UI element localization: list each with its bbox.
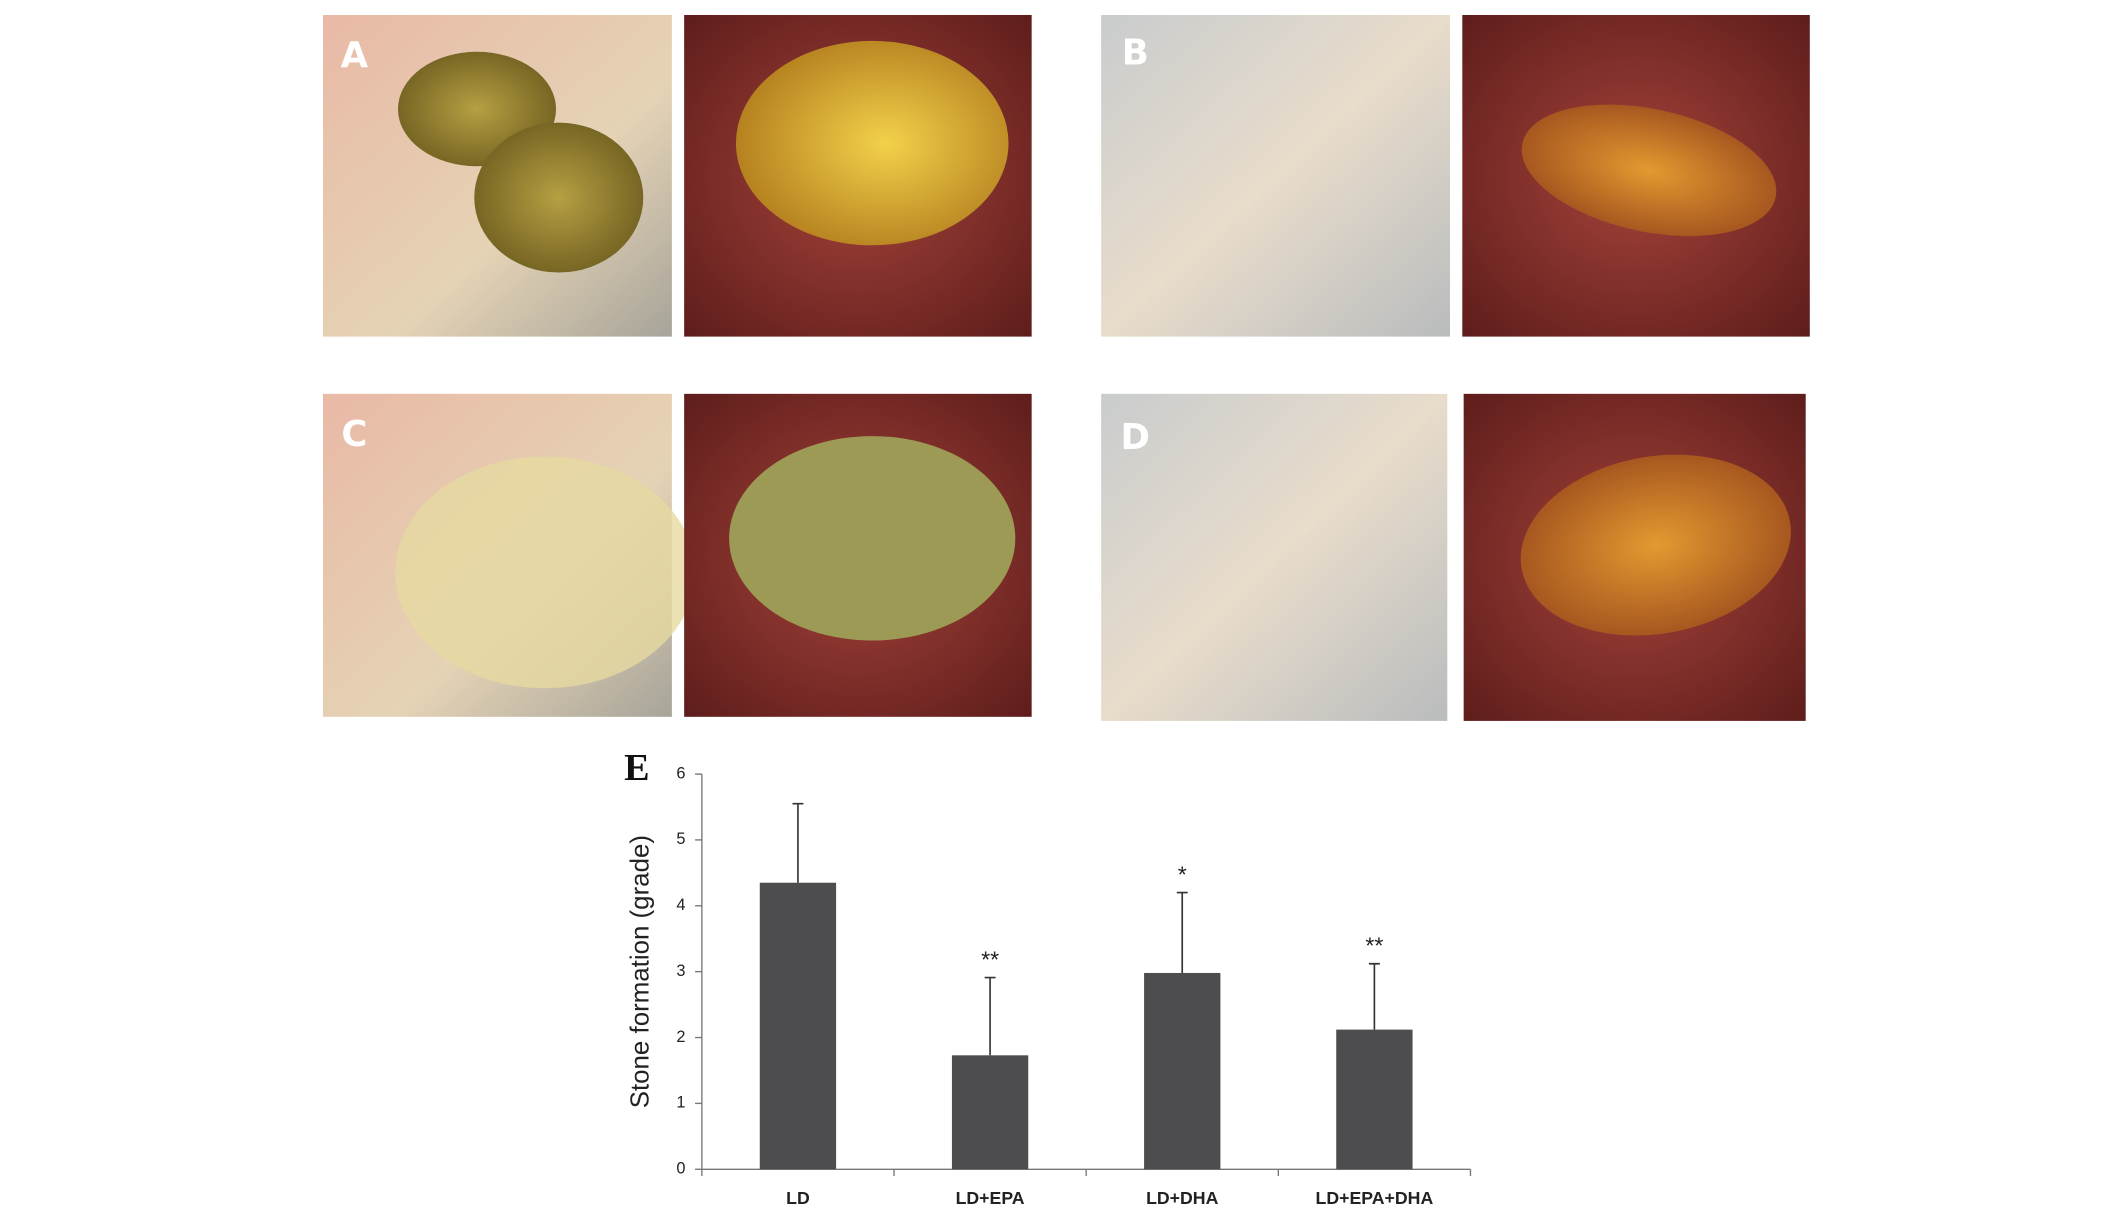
plot: 0 1 2 3 4 5 6 LD LD+EPA ** LD+DHA * LD+EPA+DHA ** [676,764,1472,1208]
panel-label: A [341,35,369,76]
panel-label: E [624,747,649,789]
y-tick-label: 3 [676,962,685,980]
error-bar [792,802,804,883]
panel-label: D [1121,417,1150,458]
y-tick-label: 2 [676,1028,685,1046]
bar [759,882,837,1170]
y-tick-label: 6 [676,764,685,782]
error-bar [984,976,996,1056]
y-tick-label: 1 [676,1094,685,1112]
y-axis-label: Stone formation (grade) [627,835,655,1108]
panel-label: B [1122,33,1149,74]
bar [1144,972,1221,1170]
x-tick-label: LD+DHA [1146,1188,1219,1208]
photo-detail [1521,104,1777,237]
photo-group: B [1101,14,1810,337]
photo-detail [735,40,1009,246]
significance-label: ** [981,946,999,972]
y-tick-label: 0 [676,1160,685,1178]
photo-detail [474,122,644,273]
significance-label: ** [1365,933,1383,959]
photo-group: C [323,393,1032,717]
photo-detail [1520,454,1791,636]
y-tick-label: 5 [676,830,685,848]
photo-detail [395,456,696,689]
panel-label: C [341,414,367,455]
bar [951,1055,1029,1170]
x-tick-label: LD+EPA+DHA [1316,1188,1434,1208]
photo-group: A [323,14,1032,337]
x-tick-label: LD+EPA [956,1188,1025,1208]
photo-detail [729,436,1016,641]
error-bar [1368,962,1380,1030]
bar [1336,1029,1413,1170]
significance-label: * [1178,861,1187,887]
y-tick-label: 4 [676,896,685,914]
x-tick-label: LD [786,1188,810,1208]
photo [1101,14,1451,337]
error-bar [1176,891,1188,973]
photo-group: D [1101,393,1806,721]
photo [1101,393,1448,721]
